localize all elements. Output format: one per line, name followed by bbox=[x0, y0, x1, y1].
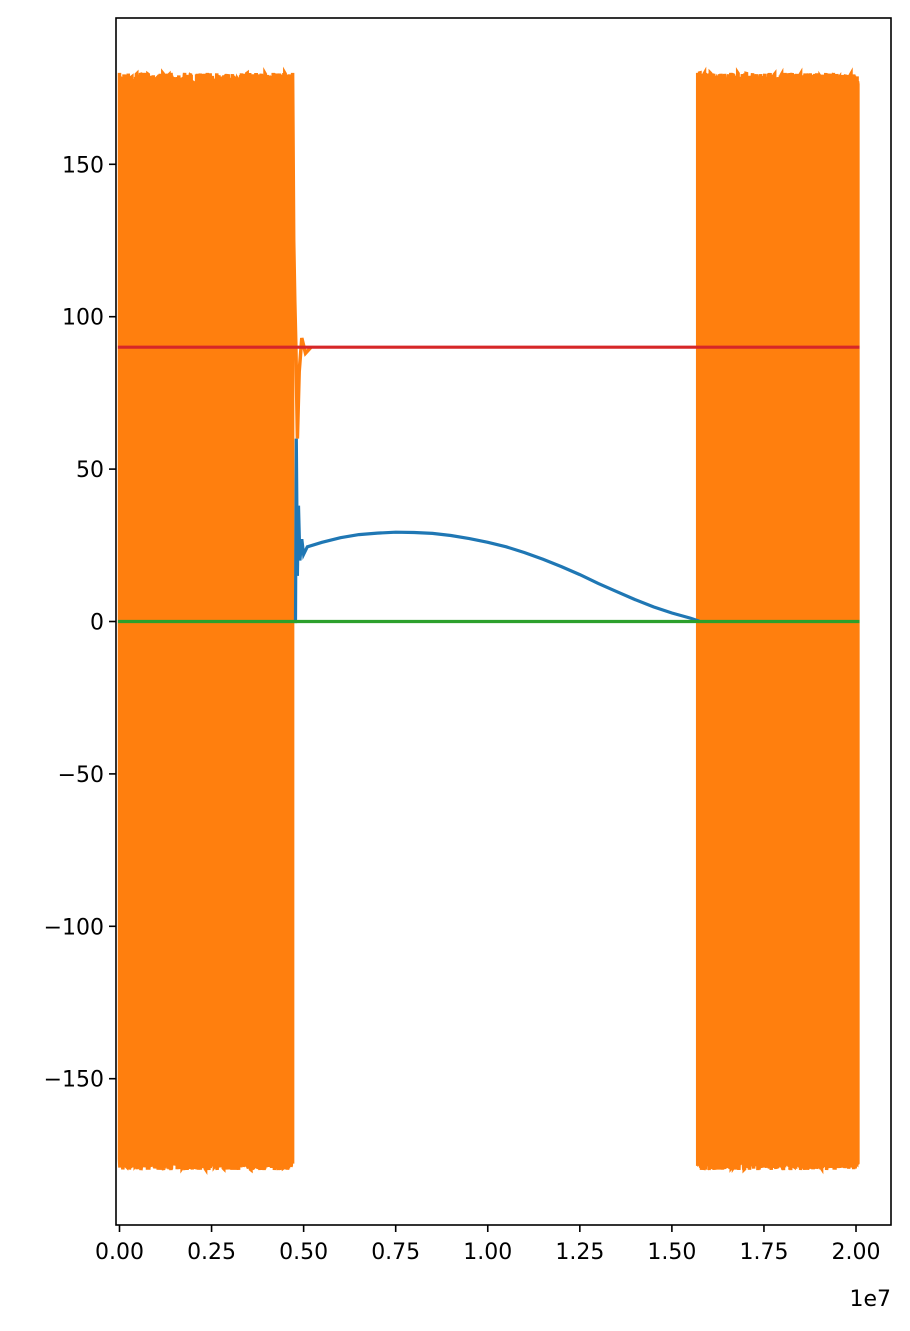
plot-layer bbox=[117, 66, 860, 1175]
x-tick-label: 0.00 bbox=[95, 1240, 144, 1265]
plot-frame bbox=[115, 17, 892, 1226]
x-axis-offset-label: 1e7 bbox=[849, 1287, 891, 1312]
y-tick-label: −150 bbox=[44, 1068, 104, 1093]
y-tick-label: 150 bbox=[62, 153, 104, 178]
tick-layer: 0.00 0.25 0.50 0.75 1.00 1.25 1.50 1.75 2.00 −150… bbox=[44, 153, 881, 1265]
x-tick-label: 0.50 bbox=[279, 1240, 328, 1265]
x-tick-label: 0.75 bbox=[371, 1240, 420, 1265]
y-tick-label: −50 bbox=[58, 763, 104, 788]
y-tick-label: 50 bbox=[76, 458, 104, 483]
x-tick-label: 1.00 bbox=[463, 1240, 512, 1265]
x-tick-label: 2.00 bbox=[832, 1240, 881, 1265]
x-tick-label: 1.25 bbox=[555, 1240, 604, 1265]
x-tick-label: 1.75 bbox=[739, 1240, 788, 1265]
y-tick-label: 0 bbox=[90, 611, 104, 636]
series-1-line bbox=[293, 438, 700, 624]
x-tick-label: 1.50 bbox=[647, 1240, 696, 1265]
x-tick-label: 0.25 bbox=[187, 1240, 236, 1265]
y-tick-label: −100 bbox=[44, 915, 104, 940]
y-tick-label: 100 bbox=[62, 306, 104, 331]
